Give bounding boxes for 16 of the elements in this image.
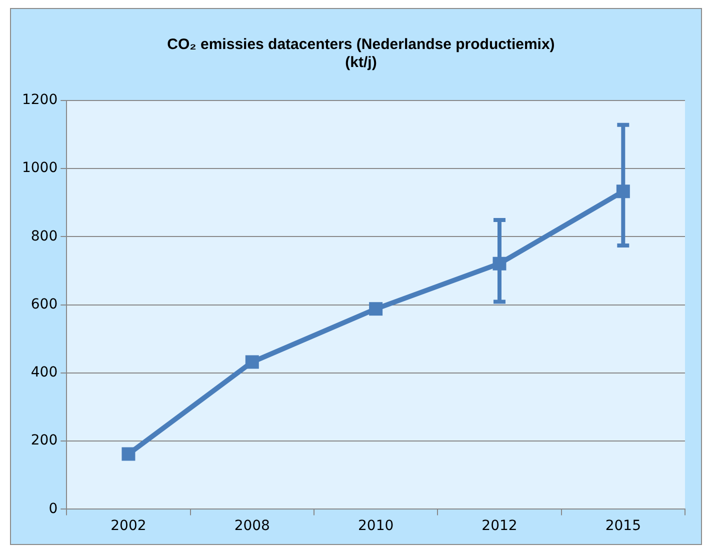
y-tick-label: 1200 bbox=[22, 92, 58, 108]
x-tick-label: 2002 bbox=[110, 518, 146, 534]
x-tick-label: 2010 bbox=[358, 518, 394, 534]
chart-title: CO₂ emissies datacenters (Nederlandse productiemix) (kt/j) bbox=[166, 36, 556, 72]
y-tick-label: 800 bbox=[30, 228, 58, 244]
point bbox=[369, 302, 383, 316]
y-tick-label: 1000 bbox=[22, 160, 58, 176]
point bbox=[245, 355, 259, 369]
y-tick-label: 400 bbox=[30, 364, 58, 381]
point bbox=[122, 447, 136, 461]
x-tick-label: 2012 bbox=[482, 518, 518, 534]
x-tick-label: 2015 bbox=[605, 518, 641, 534]
y-tick-label: 0 bbox=[48, 500, 58, 517]
y-tick-label: 200 bbox=[30, 432, 58, 449]
x-tick-label: 2008 bbox=[234, 518, 270, 534]
y-tick-label: 600 bbox=[30, 296, 58, 312]
